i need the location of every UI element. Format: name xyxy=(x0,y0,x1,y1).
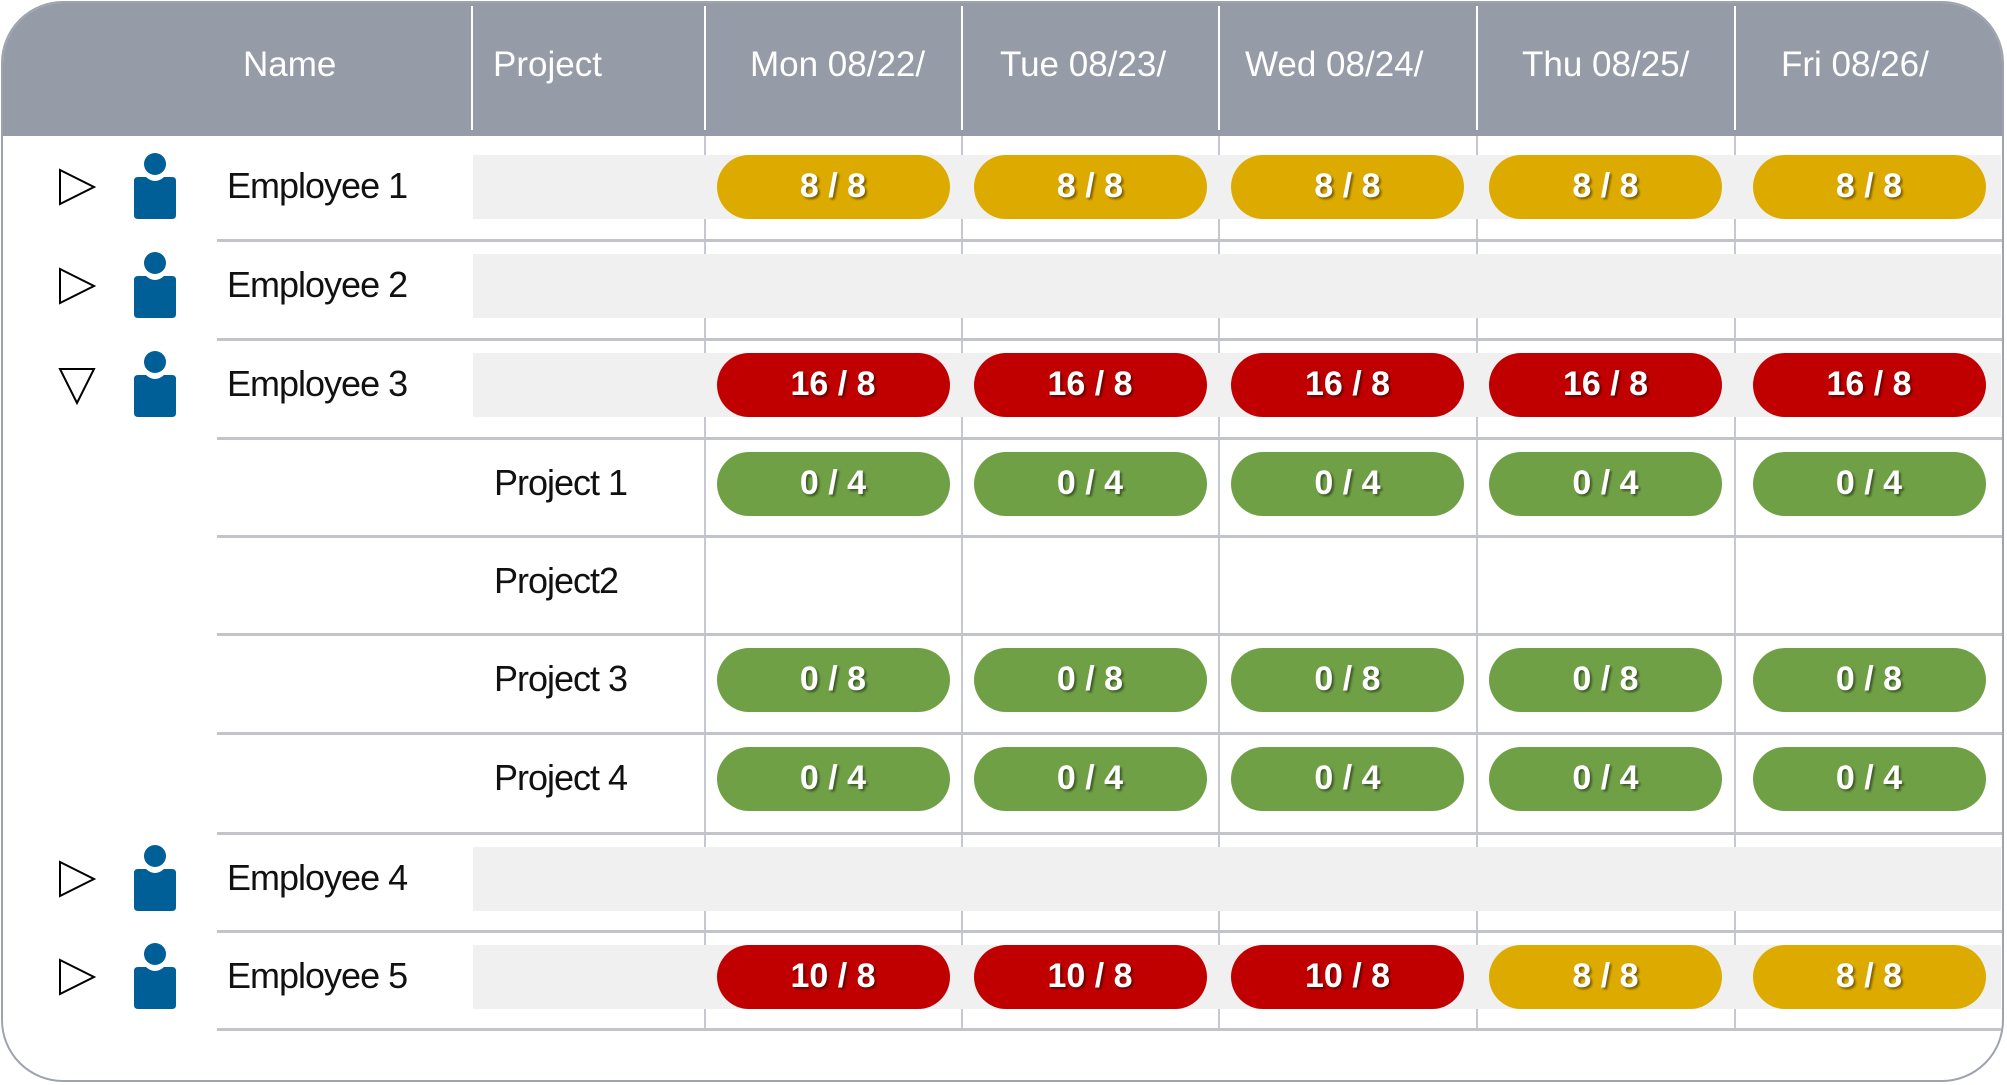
person-icon xyxy=(134,350,176,417)
grid-vertical-line xyxy=(961,136,963,1028)
row-highlight-band xyxy=(473,846,2001,911)
column-divider[interactable] xyxy=(471,6,473,130)
column-header-project[interactable]: Project xyxy=(493,44,602,84)
grid-header: Name Project Mon 08/22/ Tue 08/23/ Wed 0… xyxy=(3,3,2002,136)
allocation-pill[interactable]: 8 / 8 xyxy=(1752,944,1986,1009)
row-separator xyxy=(217,239,2002,242)
allocation-pill[interactable]: 0 / 8 xyxy=(1752,647,1986,712)
allocation-pill[interactable]: 0 / 4 xyxy=(716,451,950,516)
column-header-thu[interactable]: Thu 08/25/ xyxy=(1522,44,1690,84)
allocation-pill[interactable]: 10 / 8 xyxy=(1231,944,1464,1009)
column-divider[interactable] xyxy=(961,6,963,130)
column-header-wed[interactable]: Wed 08/24/ xyxy=(1245,44,1424,84)
column-divider[interactable] xyxy=(1476,6,1478,130)
column-divider[interactable] xyxy=(1218,6,1220,130)
allocation-pill[interactable]: 16 / 8 xyxy=(1231,352,1464,417)
column-header-mon[interactable]: Mon 08/22/ xyxy=(750,44,926,84)
row-separator xyxy=(217,437,2002,440)
row-separator xyxy=(217,633,2002,636)
allocation-pill[interactable]: 8 / 8 xyxy=(716,154,950,219)
row-separator xyxy=(217,732,2002,735)
allocation-pill[interactable]: 0 / 8 xyxy=(1489,647,1722,712)
grid-vertical-line xyxy=(704,136,706,1028)
grid-vertical-line xyxy=(1734,136,1736,1028)
expand-right-triangle-icon[interactable] xyxy=(57,859,97,899)
row-separator xyxy=(217,1028,2002,1031)
allocation-pill[interactable]: 8 / 8 xyxy=(1489,154,1722,219)
column-divider[interactable] xyxy=(1734,6,1736,130)
allocation-pill[interactable]: 0 / 4 xyxy=(1231,451,1464,516)
employee-name[interactable]: Employee 4 xyxy=(227,856,408,898)
column-divider[interactable] xyxy=(704,6,706,130)
allocation-pill[interactable]: 10 / 8 xyxy=(716,944,950,1009)
column-header-tue[interactable]: Tue 08/23/ xyxy=(1000,44,1167,84)
allocation-pill[interactable]: 0 / 4 xyxy=(716,746,950,811)
allocation-pill[interactable]: 16 / 8 xyxy=(716,352,950,417)
column-header-fri[interactable]: Fri 08/26/ xyxy=(1781,44,1929,84)
allocation-pill[interactable]: 10 / 8 xyxy=(973,944,1207,1009)
employee-name[interactable]: Employee 3 xyxy=(227,362,408,404)
expand-right-triangle-icon[interactable] xyxy=(57,957,97,997)
person-icon xyxy=(134,251,176,318)
project-name[interactable]: Project 1 xyxy=(494,461,628,503)
project-name[interactable]: Project 4 xyxy=(494,756,628,798)
allocation-pill[interactable]: 16 / 8 xyxy=(1752,352,1986,417)
allocation-pill[interactable]: 16 / 8 xyxy=(973,352,1207,417)
allocation-pill[interactable]: 0 / 4 xyxy=(1489,451,1722,516)
allocation-pill[interactable]: 0 / 4 xyxy=(1752,451,1986,516)
row-separator xyxy=(217,535,2002,538)
allocation-pill[interactable]: 0 / 8 xyxy=(1231,647,1464,712)
allocation-pill[interactable]: 0 / 8 xyxy=(716,647,950,712)
allocation-pill[interactable]: 8 / 8 xyxy=(973,154,1207,219)
allocation-pill[interactable]: 0 / 4 xyxy=(1489,746,1722,811)
person-icon xyxy=(134,942,176,1009)
allocation-pill[interactable]: 8 / 8 xyxy=(1489,944,1722,1009)
employee-name[interactable]: Employee 1 xyxy=(227,164,408,206)
grid-vertical-line xyxy=(1476,136,1478,1028)
allocation-pill[interactable]: 16 / 8 xyxy=(1489,352,1722,417)
person-icon xyxy=(134,844,176,911)
project-name[interactable]: Project 3 xyxy=(494,657,628,699)
allocation-pill[interactable]: 0 / 4 xyxy=(1752,746,1986,811)
row-separator xyxy=(217,832,2002,835)
expand-right-triangle-icon[interactable] xyxy=(57,167,97,207)
employee-name[interactable]: Employee 5 xyxy=(227,954,408,996)
grid-vertical-line xyxy=(1218,136,1220,1028)
person-icon xyxy=(134,152,176,219)
allocation-pill[interactable]: 8 / 8 xyxy=(1752,154,1986,219)
allocation-pill[interactable]: 0 / 4 xyxy=(973,451,1207,516)
expand-right-triangle-icon[interactable] xyxy=(57,266,97,306)
allocation-pill[interactable]: 0 / 4 xyxy=(1231,746,1464,811)
project-name[interactable]: Project2 xyxy=(494,559,619,601)
allocation-pill[interactable]: 0 / 4 xyxy=(973,746,1207,811)
allocation-pill[interactable]: 8 / 8 xyxy=(1231,154,1464,219)
employee-name[interactable]: Employee 2 xyxy=(227,263,408,305)
row-highlight-band xyxy=(473,253,2001,318)
column-header-name[interactable]: Name xyxy=(243,44,337,84)
allocation-pill[interactable]: 0 / 8 xyxy=(973,647,1207,712)
row-separator xyxy=(217,338,2002,341)
row-separator xyxy=(217,930,2002,933)
collapse-down-triangle-icon[interactable] xyxy=(57,365,97,405)
